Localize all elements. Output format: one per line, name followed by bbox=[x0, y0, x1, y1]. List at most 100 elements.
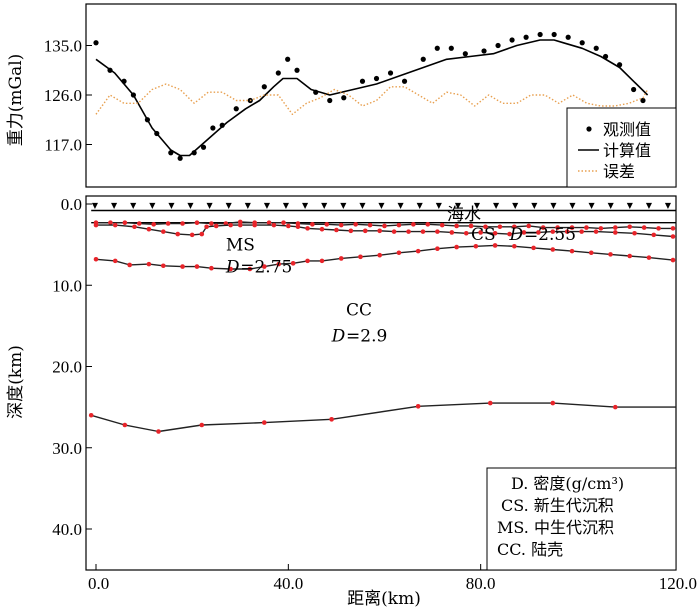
boundary-point bbox=[228, 266, 233, 272]
boundary-point bbox=[338, 222, 344, 228]
depth-axis-ticks: 0.0 10.0 20.0 30.0 40.0 0.0 40.0 80.0 120.0 bbox=[52, 195, 697, 593]
boundary-point bbox=[319, 226, 325, 232]
boundary-point bbox=[175, 231, 181, 237]
boundary-point bbox=[492, 243, 498, 248]
boundary-point bbox=[252, 222, 257, 228]
observed-point bbox=[481, 48, 487, 54]
boundary-point bbox=[228, 222, 233, 228]
region-annotation: CS bbox=[471, 225, 496, 245]
observed-point bbox=[387, 70, 394, 76]
observed-point bbox=[434, 45, 440, 51]
boundary-point bbox=[122, 220, 128, 225]
boundary-point bbox=[406, 229, 411, 234]
region-annotation: =2.75 bbox=[240, 258, 292, 278]
boundary-point bbox=[627, 224, 633, 230]
boundary-point bbox=[569, 248, 575, 254]
seawater-marker-icon: ▼ bbox=[455, 201, 462, 210]
observed-point bbox=[523, 34, 529, 40]
boundary-point bbox=[334, 227, 339, 233]
boundary-point bbox=[670, 234, 676, 239]
observed-point bbox=[93, 40, 99, 46]
distance-x-tick-label: 40.0 bbox=[273, 574, 303, 593]
depth-y-tick-label: 10.0 bbox=[52, 276, 82, 295]
boundary-point bbox=[286, 223, 291, 229]
gravity-legend-box bbox=[566, 107, 677, 188]
boundary-point bbox=[487, 400, 493, 406]
depth-y-tick-label: 40.0 bbox=[52, 520, 82, 539]
boundary-point bbox=[579, 229, 584, 234]
seawater-marker-icon: ▼ bbox=[283, 201, 290, 210]
boundary-point bbox=[122, 422, 128, 428]
seawater-marker-icon: ▼ bbox=[226, 201, 233, 210]
observed-point bbox=[565, 34, 571, 40]
boundary-point bbox=[391, 229, 397, 234]
boundary-point bbox=[305, 258, 310, 264]
seawater-marker-icon: ▼ bbox=[512, 201, 519, 210]
distance-x-tick-label: 80.0 bbox=[466, 574, 496, 593]
observed-point bbox=[359, 78, 366, 84]
boundary-point bbox=[377, 252, 382, 258]
seawater-marker-icon: ▼ bbox=[187, 201, 194, 210]
region-annotation: MS bbox=[226, 236, 255, 256]
boundary-point bbox=[194, 264, 200, 269]
boundary-point bbox=[468, 223, 474, 229]
observed-point bbox=[448, 45, 454, 51]
observed-point bbox=[420, 56, 426, 62]
boundary-point bbox=[136, 221, 142, 226]
boundary-point bbox=[454, 223, 459, 229]
seawater-marker-icon: ▼ bbox=[168, 201, 175, 210]
boundary-point bbox=[584, 225, 589, 230]
seawater-marker-icon: ▼ bbox=[378, 201, 385, 210]
boundary-point bbox=[165, 221, 171, 226]
boundary-point bbox=[156, 429, 161, 434]
boundary-point bbox=[353, 222, 358, 227]
legend-entry-density: D. 密度(g/cm³) bbox=[511, 474, 624, 493]
seawater-marker-icon: ▼ bbox=[340, 201, 347, 210]
distance-x-axis-label: 距离(km) bbox=[347, 589, 421, 609]
boundary-point bbox=[425, 222, 431, 227]
boundary-point bbox=[189, 232, 195, 238]
boundary-point bbox=[237, 219, 243, 225]
seawater-marker-icon: ▼ bbox=[264, 201, 271, 210]
seawater-marker-icon: ▼ bbox=[569, 201, 576, 210]
error-line bbox=[95, 83, 649, 116]
boundary-point bbox=[564, 229, 570, 234]
observed-point bbox=[631, 86, 637, 93]
boundary-point bbox=[305, 226, 310, 231]
region-annotation: =2.9 bbox=[346, 327, 387, 347]
boundary-point bbox=[473, 243, 479, 249]
boundary-point bbox=[237, 222, 243, 228]
boundary-point bbox=[651, 232, 657, 238]
gravity-y-tick-label: 135.0 bbox=[44, 37, 82, 56]
seawater-marker-icon: ▼ bbox=[627, 201, 634, 210]
observed-point bbox=[593, 45, 599, 51]
seawater-marker-icon: ▼ bbox=[111, 201, 118, 210]
boundary-point bbox=[261, 264, 267, 269]
seawater-marker-icon: ▼ bbox=[550, 201, 557, 210]
seawater-marker-icon: ▼ bbox=[245, 201, 252, 210]
boundary-point bbox=[569, 225, 575, 230]
boundary-series: ▼ ▼ ▼ ▼ ▼ ▼ ▼ ▼ ▼ ▼ ▼ ▼ ▼ ▼ ▼ ▼ ▼ ▼ ▼ ▼ ▼ ▼ ▼ ▼ ▼ ▼ ▼ ▼ ▼ ▼ ▼ bbox=[88, 201, 676, 434]
seawater-marker-icon: ▼ bbox=[417, 201, 424, 210]
depth-y-tick-label: 0.0 bbox=[61, 195, 82, 214]
boundary-point bbox=[613, 404, 618, 410]
boundary-point bbox=[550, 400, 556, 406]
boundary-point bbox=[497, 224, 503, 230]
boundary-point bbox=[415, 404, 421, 409]
observed-point bbox=[233, 106, 239, 112]
region-annotation: D bbox=[509, 225, 524, 245]
observed-point bbox=[373, 75, 380, 82]
boundary-point bbox=[367, 222, 373, 228]
seawater-marker-icon: ▼ bbox=[531, 201, 538, 210]
boundary-point bbox=[194, 220, 200, 225]
observed-point bbox=[640, 97, 646, 104]
boundary-point bbox=[613, 230, 618, 235]
legend-entry-cs: CS. 新生代沉积 bbox=[501, 496, 614, 515]
boundary-point bbox=[266, 220, 272, 225]
seawater-marker-icon: ▼ bbox=[321, 201, 328, 210]
boundary-point bbox=[478, 230, 483, 235]
boundary-point bbox=[521, 230, 527, 235]
boundary-point bbox=[396, 250, 402, 256]
legend-label-error: 误差 bbox=[603, 162, 635, 181]
